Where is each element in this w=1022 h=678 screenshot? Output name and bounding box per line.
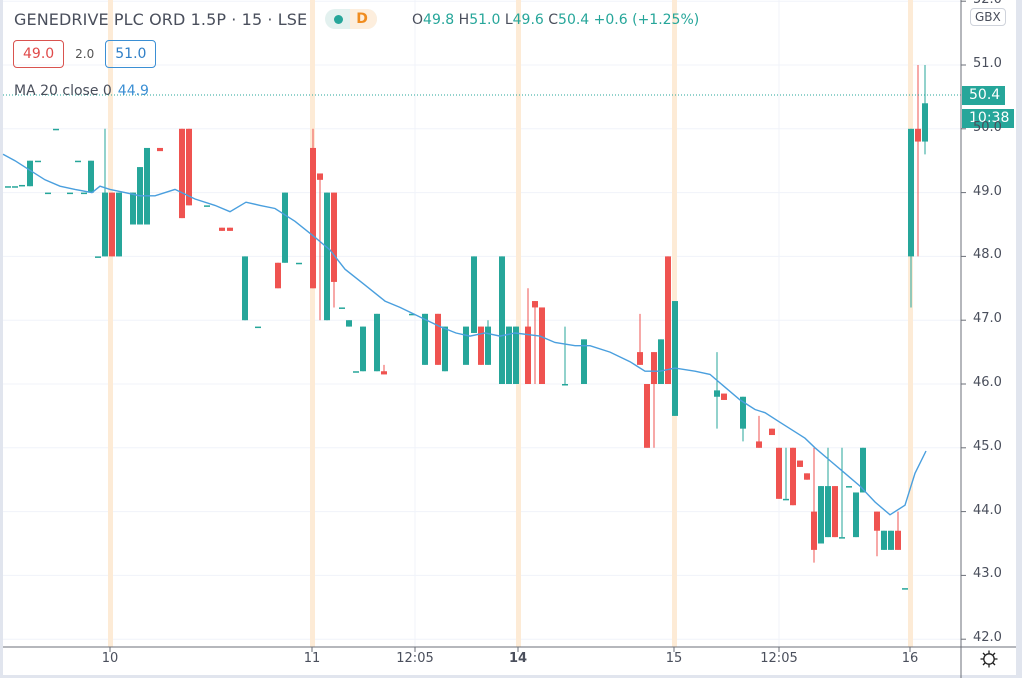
price-tick-label: 50.0 <box>973 119 1002 135</box>
high-value: 51.0 <box>469 12 501 28</box>
time-tick-label: 11 <box>303 651 321 666</box>
right-border <box>1016 0 1022 678</box>
time-tick-label: 16 <box>901 651 919 666</box>
chart-legend: GENEDRIVE PLC ORD 1.5P · 15 · LSE D <box>14 9 377 29</box>
symbol-title[interactable]: GENEDRIVE PLC ORD 1.5P · 15 · LSE <box>14 9 308 29</box>
ma-indicator-value: 44.9 <box>117 83 149 99</box>
price-tick-label: 48.0 <box>973 247 1002 263</box>
bottom-border <box>0 675 1022 678</box>
open-key: O <box>412 12 424 28</box>
last-price-tag: 50.4 <box>962 86 1006 105</box>
change-value: +0.6 (+1.25%) <box>593 12 700 28</box>
time-tick-label: 12:05 <box>760 651 798 666</box>
price-tick-label: 46.0 <box>973 375 1002 390</box>
low-value: 49.6 <box>512 12 544 28</box>
ma-indicator-label: MA 20 close 0 <box>14 83 112 99</box>
high-key: H <box>458 12 470 28</box>
price-tick-label: 43.0 <box>973 566 1002 582</box>
price-tick-label: 51.0 <box>973 56 1002 71</box>
moving-average-line <box>2 153 927 516</box>
settings-gear-icon[interactable] <box>978 648 1000 670</box>
sell-price-button[interactable]: 49.0 <box>13 40 65 68</box>
ohlc-values: O49.8 H51.0 L49.6 C50.4 +0.6 (+1.25%) <box>412 12 699 28</box>
spread-value: 2.0 <box>75 47 95 61</box>
candlesticks <box>5 65 928 590</box>
time-axis-ticks <box>109 647 911 652</box>
time-tick-label: 10 <box>101 651 119 666</box>
price-tick-label: 44.0 <box>973 502 1002 518</box>
time-tick-label: 12:05 <box>396 651 434 666</box>
low-key: L <box>504 12 513 28</box>
ma-indicator-legend[interactable]: MA 20 close 0 44.9 <box>14 83 149 99</box>
price-tick-label: 49.0 <box>973 183 1002 199</box>
left-border <box>0 0 3 678</box>
price-axis-ticks <box>961 0 966 640</box>
price-tick-label: 42.0 <box>973 630 1002 646</box>
price-tick-label: 47.0 <box>973 311 1002 327</box>
delayed-data-label: D <box>350 9 377 29</box>
open-value: 49.8 <box>423 12 455 28</box>
bid-ask-spread: 49.0 2.0 51.0 <box>13 40 157 68</box>
session-separators <box>108 0 913 647</box>
market-status-badge[interactable]: D <box>325 9 377 29</box>
bar-countdown-tag: 10:38 <box>962 109 1015 128</box>
time-tick-label: 15 <box>665 651 683 666</box>
close-value: 50.4 <box>558 12 590 28</box>
price-tick-label: 45.0 <box>973 438 1002 454</box>
market-open-dot-icon <box>334 14 344 24</box>
close-key: C <box>548 12 559 28</box>
price-tick-label: 52.0 <box>973 0 1002 7</box>
time-tick-label: 14 <box>508 651 528 666</box>
currency-label[interactable]: GBX <box>970 8 1006 26</box>
buy-price-button[interactable]: 51.0 <box>105 40 157 68</box>
